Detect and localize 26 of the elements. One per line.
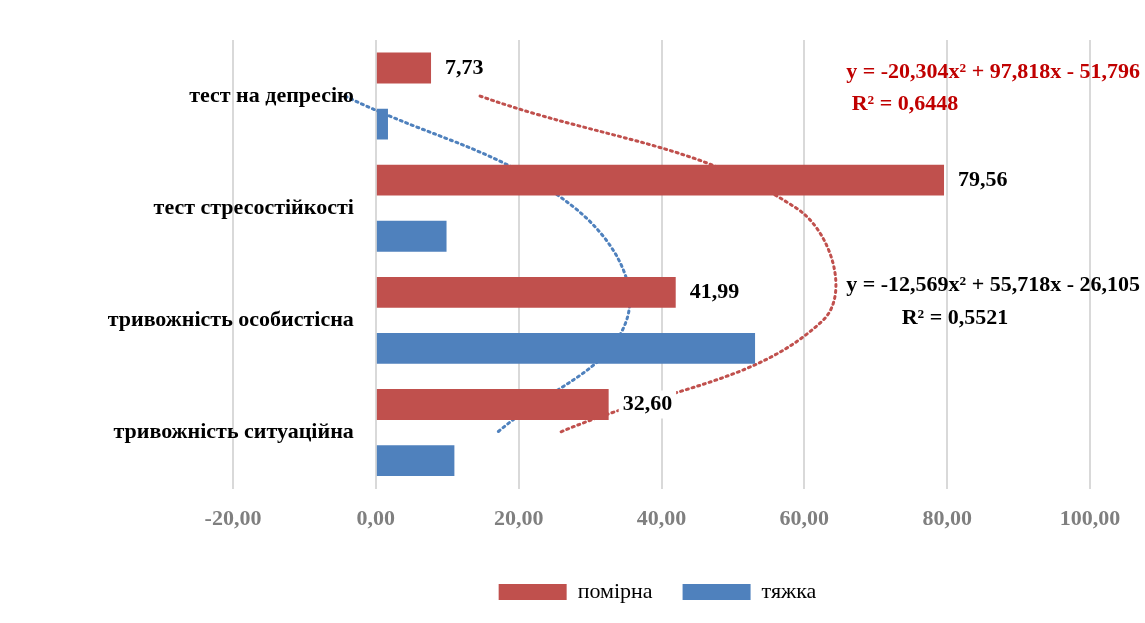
x-tick-label: 80,00	[922, 505, 972, 531]
bar	[376, 276, 676, 308]
x-tick-label: 0,00	[356, 505, 396, 531]
annotation: y = -12,569x² + 55,718x - 26,105	[846, 270, 1140, 296]
bar	[376, 108, 388, 140]
bar	[376, 220, 447, 252]
y-tick-label: тест на депресію	[189, 81, 354, 107]
annotation: R² = 0,5521	[901, 303, 1009, 329]
data-label: 7,73	[445, 53, 484, 79]
bar	[376, 52, 432, 84]
annotation: y = -20,304x² + 97,818x - 51,796	[846, 57, 1140, 83]
x-tick-label: 20,00	[493, 505, 544, 531]
data-label: 79,56	[958, 165, 1008, 191]
y-tick-label: тривожність ситуаційна	[113, 418, 354, 444]
x-tick-label: -20,00	[204, 505, 262, 531]
bar	[376, 445, 455, 476]
legend-label: тяжка	[761, 577, 817, 603]
y-tick-label: тривожність особистісна	[107, 306, 354, 332]
x-tick-label: 40,00	[636, 505, 687, 531]
annotation: R² = 0,6448	[851, 89, 959, 115]
x-tick-label: 60,00	[779, 505, 830, 531]
legend-label: помірна	[577, 577, 653, 603]
y-tick-label: тест стресостійкості	[153, 193, 354, 219]
x-tick-label: 100,00	[1059, 505, 1121, 531]
data-label: 32,60	[622, 390, 673, 416]
data-label: 41,99	[689, 278, 740, 304]
